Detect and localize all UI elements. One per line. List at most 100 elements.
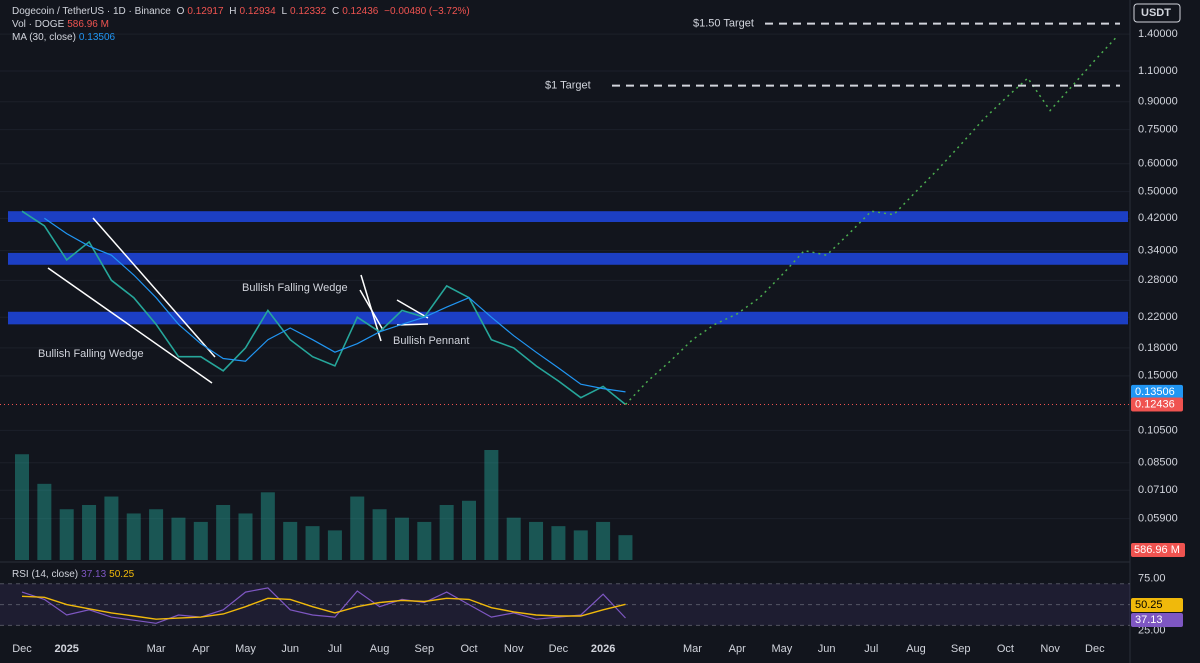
x-tick-label: Aug: [370, 643, 390, 655]
price-line: [21, 210, 627, 406]
ma-line: [44, 217, 626, 393]
volume-bar: [104, 496, 119, 560]
ohlc-label: L: [281, 6, 288, 17]
volume-bar: [327, 530, 342, 560]
volume-bar: [372, 509, 387, 560]
volume-bar: [394, 517, 409, 560]
target-label: $1 Target: [545, 80, 591, 92]
volume-bar: [283, 521, 298, 560]
quote-bg: [1133, 3, 1181, 23]
x-tick-label: Jul: [328, 643, 342, 655]
y-tick-label: 0.42000: [1138, 212, 1178, 224]
rsi-tick-label: 25.00: [1138, 625, 1166, 637]
ma-tag: 0.13506: [1135, 386, 1175, 398]
quote: USDT: [1141, 7, 1171, 19]
y-tick-label: 0.05900: [1138, 512, 1178, 524]
ma-name: MA (30, close): [12, 32, 76, 43]
price-tag-bg: [1131, 397, 1183, 412]
volume-bar: [484, 450, 499, 560]
volume-bar: [462, 500, 476, 560]
volume-bar: [529, 521, 544, 560]
ohlc-label: H: [229, 6, 237, 17]
y-tick-label: 0.90000: [1138, 96, 1178, 108]
x-tick-label: Sep: [415, 643, 435, 655]
volume-tag: 586.96 M: [1134, 544, 1180, 556]
ohlc-value: 0.12917: [187, 6, 224, 17]
rsi-value: 37.13: [81, 569, 107, 580]
x-tick-label: Oct: [460, 643, 477, 655]
y-tick-label: 0.28000: [1138, 274, 1178, 286]
wedge-line: [92, 217, 216, 358]
rsi-tick-label: 75.00: [1138, 572, 1166, 584]
pattern-label: Bullish Pennant: [393, 335, 469, 347]
zone: [8, 252, 1128, 265]
x-tick-label: Jun: [818, 643, 836, 655]
y-tick-label: 0.08500: [1138, 457, 1178, 469]
x-tick-label: 2026: [591, 643, 615, 655]
legend-ma: MA (30, close) 0.13506: [12, 32, 118, 44]
price-tag: 0.12436: [1135, 398, 1175, 410]
x-tick-label: Jul: [864, 643, 878, 655]
volume-bar: [506, 517, 521, 560]
y-tick-label: 0.75000: [1138, 124, 1178, 136]
volume-bar: [59, 509, 74, 560]
y-tick-label: 0.22000: [1138, 311, 1178, 323]
y-tick-label: 1.10000: [1138, 65, 1178, 77]
y-tick-label: 1.40000: [1138, 28, 1178, 40]
x-tick-label: 2025: [54, 643, 78, 655]
volume-bar: [126, 513, 141, 560]
wedge-line: [359, 289, 384, 331]
volume-tag-bg: [1131, 543, 1185, 557]
volume-bar: [149, 509, 164, 560]
x-tick-label: Mar: [683, 643, 702, 655]
volume-bar: [551, 526, 566, 560]
volume-bar: [82, 505, 97, 560]
x-tick-label: Dec: [12, 643, 32, 655]
y-tick-label: 0.34000: [1138, 245, 1178, 257]
x-tick-label: Dec: [549, 643, 569, 655]
ohlc-label: C: [331, 6, 340, 17]
change: −0.00480 (−3.72%): [384, 6, 470, 17]
rsi-ma-value: 50.25: [109, 569, 135, 580]
y-tick-label: 0.50000: [1138, 186, 1178, 198]
volume-bar: [193, 521, 208, 560]
zone: [8, 211, 1128, 223]
ohlc: O 0.12917 H 0.12934 L 0.12332 C 0.12436 −0.0…: [177, 6, 473, 17]
volume-bar: [260, 492, 275, 560]
volume-bar: [305, 526, 320, 560]
volume-bar: [171, 517, 186, 560]
x-tick-label: Sep: [951, 643, 971, 655]
y-tick-label: 0.07100: [1138, 484, 1178, 496]
x-tick-label: May: [235, 643, 256, 655]
rsi-ma-line: [21, 595, 626, 620]
ohlc-value: 0.12332: [290, 6, 327, 17]
rsi-band: [0, 583, 1130, 626]
pennant-line: [396, 299, 429, 319]
x-tick-label: Aug: [906, 643, 926, 655]
pattern-drawings: [47, 217, 429, 384]
volume-bar: [350, 496, 365, 560]
x-tick-label: Dec: [1085, 643, 1105, 655]
volume-bar: [238, 513, 253, 560]
y-tick-label: 0.60000: [1138, 158, 1178, 170]
legend-volume: Vol · DOGE 586.96 M: [12, 19, 112, 31]
rsi-tag: 37.13: [1135, 614, 1163, 626]
volume-bar: [439, 505, 454, 560]
volume-bar: [37, 483, 52, 560]
volume-value: 586.96 M: [67, 19, 109, 30]
ohlc-value: 0.12934: [239, 6, 276, 17]
rsi-ma-tag: 50.25: [1135, 599, 1163, 611]
pattern-label: Bullish Falling Wedge: [242, 282, 348, 294]
volume-bar: [618, 535, 633, 560]
rsi-ma-tag-bg: [1131, 598, 1183, 612]
ohlc-label: O: [176, 6, 185, 17]
x-tick-label: Jun: [281, 643, 299, 655]
x-tick-label: Nov: [1040, 643, 1060, 655]
volume-bar: [216, 505, 231, 560]
legend-price: Dogecoin / TetherUS · 1D · Binance O 0.12…: [12, 6, 476, 18]
target-label: $1.50 Target: [693, 17, 754, 29]
rsi-line: [21, 587, 626, 624]
